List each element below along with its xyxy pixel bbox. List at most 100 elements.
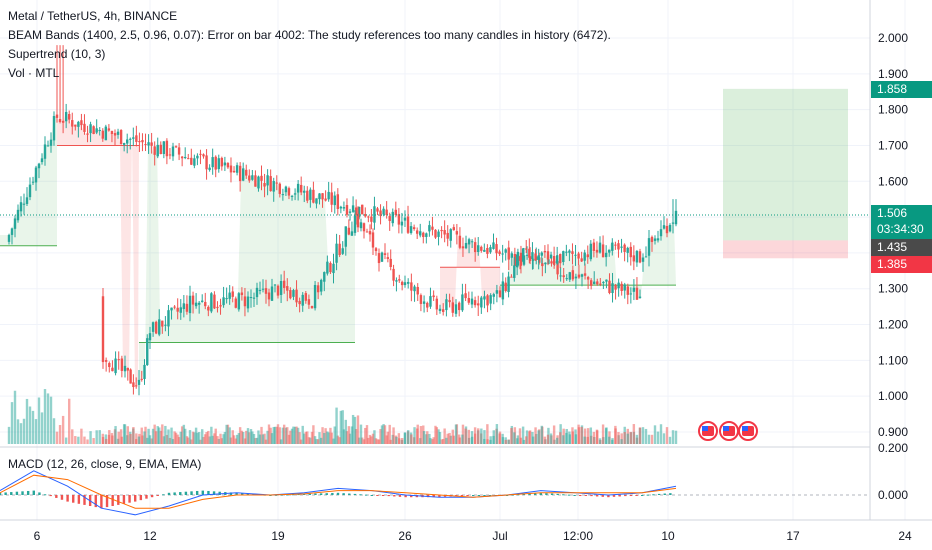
beam-bands-legend[interactable]: BEAM Bands (1400, 2.5, 0.96, 0.07): Erro…	[8, 28, 611, 42]
macd-histogram-bar	[404, 495, 407, 498]
candle-body	[596, 281, 599, 285]
candle-body	[583, 252, 586, 261]
candle-body	[329, 262, 332, 273]
macd-histogram-bar	[319, 493, 323, 495]
candle-body	[111, 367, 114, 372]
candle-body	[167, 310, 170, 327]
candle-body	[461, 294, 464, 311]
candle-body	[122, 143, 126, 145]
supertrend-indicator	[0, 111, 676, 386]
position-loss-zone[interactable]	[723, 240, 848, 259]
candle-body	[562, 251, 565, 263]
candle-body	[101, 130, 104, 139]
candle-body	[61, 120, 65, 123]
volume-bar	[193, 432, 196, 444]
candle-body	[347, 227, 351, 235]
price-tick-label: 1.900	[878, 67, 908, 81]
volume-bar	[295, 426, 298, 444]
volume-bar	[543, 436, 547, 444]
candle-body	[199, 153, 202, 155]
candle-body	[531, 252, 534, 260]
macd-histogram-bar	[179, 492, 182, 495]
economic-event-flags[interactable]	[698, 421, 758, 441]
candle-body	[110, 130, 114, 135]
volume-bar	[473, 427, 477, 444]
volume-bar	[327, 432, 330, 444]
candle-body	[351, 205, 355, 212]
volume-bar	[174, 432, 178, 444]
volume-bar	[595, 429, 599, 444]
volume-bar	[458, 434, 461, 444]
macd-axis[interactable]: 0.200 0.000	[878, 441, 908, 502]
volume-bar	[562, 435, 565, 444]
time-axis[interactable]: 6 12 19 26 Jul 12:00 10 17 24	[34, 529, 912, 543]
macd-histogram-bar	[77, 495, 81, 504]
volume-bar	[555, 437, 559, 444]
volume-bar	[137, 436, 141, 444]
candle-body	[440, 229, 443, 232]
candle-body	[276, 285, 280, 296]
candle-body	[623, 284, 626, 291]
candle-body	[422, 232, 425, 238]
candle-body	[321, 193, 324, 200]
candle-body	[498, 251, 501, 255]
volume-bar	[173, 431, 176, 444]
volume-bar	[438, 431, 442, 444]
volume-bar	[147, 428, 150, 444]
macd-histogram-bar	[410, 495, 413, 498]
supertrend-legend[interactable]: Supertrend (10, 3)	[8, 47, 106, 61]
volume-bar	[350, 426, 354, 444]
signal-line	[0, 474, 677, 509]
candle-body	[22, 203, 26, 205]
candle-body	[593, 281, 596, 285]
volume-bar	[668, 436, 672, 444]
volume-bar	[58, 425, 62, 444]
volume-bar	[40, 412, 44, 444]
candle-body	[156, 144, 159, 157]
volume-bar	[159, 430, 162, 444]
candle-body	[284, 186, 288, 193]
candle-body	[135, 135, 138, 142]
macd-histogram-bar	[590, 495, 593, 497]
supertrend-fill	[57, 111, 139, 386]
volume-bar	[410, 434, 413, 444]
candle-body	[191, 295, 195, 305]
symbol-legend[interactable]: Metal / TetherUS, 4h, BINANCE	[8, 9, 178, 23]
candle-body	[326, 261, 329, 274]
macd-histogram-bar	[122, 495, 126, 504]
volume-bar	[49, 396, 53, 444]
candle-body	[10, 228, 14, 235]
candle-body	[335, 243, 338, 263]
candle-body	[95, 128, 98, 133]
volume-bar	[164, 425, 167, 444]
volume-bar	[254, 438, 257, 444]
volume-bar	[234, 438, 237, 444]
volume-bar	[146, 437, 149, 444]
candle-body	[389, 258, 392, 267]
macd-legend[interactable]: MACD (12, 26, close, 9, EMA, EMA)	[8, 457, 202, 471]
candle-body	[374, 248, 378, 252]
candle-body	[216, 306, 219, 308]
macd-line	[0, 470, 677, 516]
volume-bar	[126, 426, 129, 444]
candle-body	[449, 229, 452, 241]
candle-body	[252, 297, 256, 299]
candle-body	[467, 239, 471, 245]
candle-body	[231, 291, 234, 297]
volume-legend[interactable]: Vol · MTL	[8, 66, 60, 80]
candle-body	[129, 369, 132, 384]
candle-body	[580, 274, 584, 277]
volume-bar	[521, 426, 525, 444]
volume-bar	[205, 432, 208, 444]
candle-body	[158, 319, 161, 335]
position-profit-zone[interactable]	[723, 88, 848, 241]
long-position-tool[interactable]	[723, 88, 848, 259]
price-tick-label: 0.900	[878, 425, 908, 439]
candle-body	[626, 286, 629, 295]
volume-bar	[222, 434, 225, 444]
volume-bar	[635, 434, 639, 444]
volume-bar	[214, 428, 217, 444]
candle-body	[382, 208, 385, 215]
candle-body	[135, 385, 138, 387]
